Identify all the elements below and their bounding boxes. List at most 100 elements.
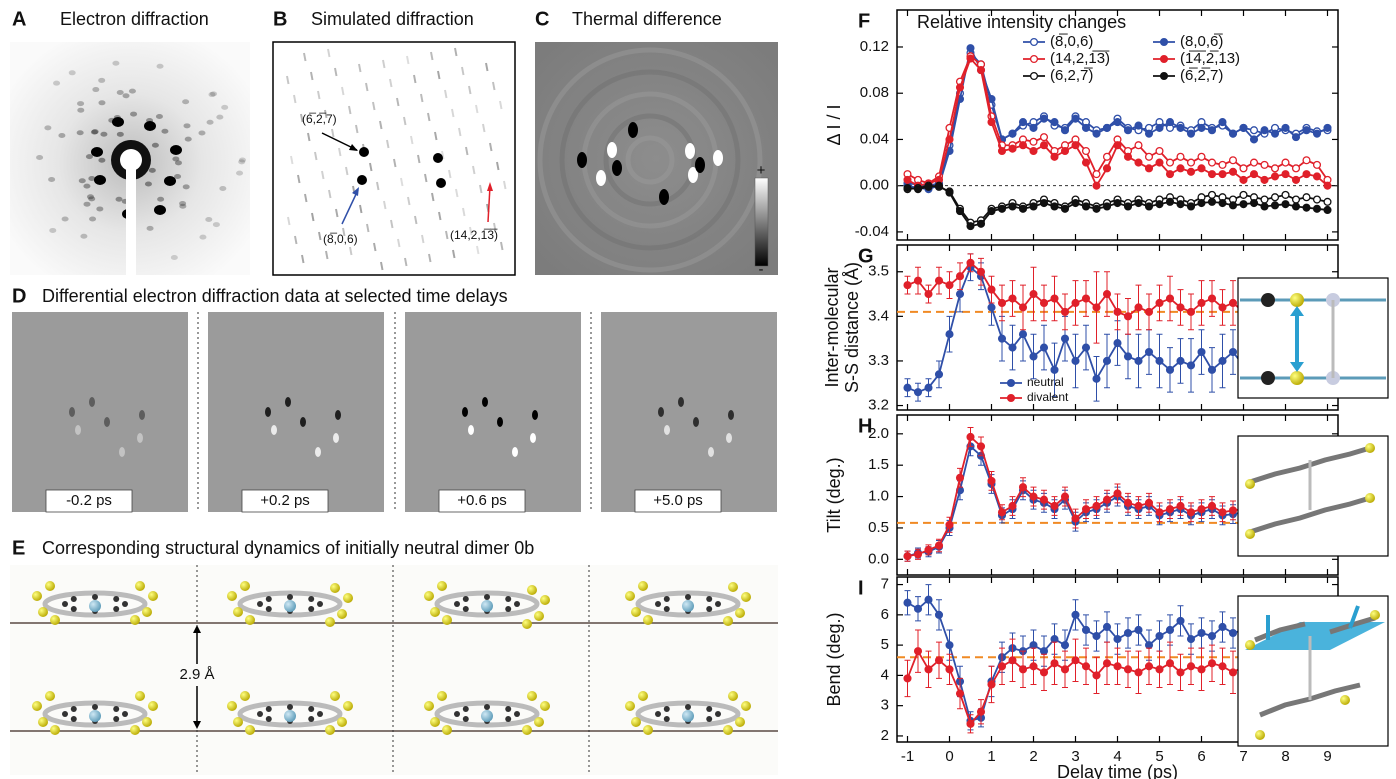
point xyxy=(1260,175,1269,184)
sulfur xyxy=(638,581,648,591)
point xyxy=(1008,129,1017,138)
carbon xyxy=(113,706,120,713)
simulation-frame xyxy=(272,41,516,276)
diffraction-spot xyxy=(83,201,91,207)
diffraction-spot xyxy=(238,157,246,163)
y-tick-label: 3.3 xyxy=(868,352,889,369)
diffraction-spot xyxy=(184,136,192,142)
metal xyxy=(481,710,493,722)
point xyxy=(1186,202,1196,211)
point xyxy=(1281,123,1290,132)
diffraction-spot xyxy=(198,130,206,136)
lattice-spot xyxy=(413,74,417,84)
point xyxy=(1228,129,1238,138)
point xyxy=(1102,152,1112,161)
point xyxy=(987,285,996,294)
y-tick-label: 0.04 xyxy=(860,130,889,147)
left-panels: A Electron diffraction B Simulated diffr… xyxy=(12,8,722,559)
carbon xyxy=(286,704,293,710)
sulfur xyxy=(527,691,537,701)
point xyxy=(955,83,965,92)
point xyxy=(1270,164,1280,173)
panel-title: Differential electron diffraction data a… xyxy=(42,286,508,306)
ring xyxy=(603,113,697,207)
lattice-spot xyxy=(455,188,459,198)
point xyxy=(1207,365,1217,374)
carbon xyxy=(663,596,670,603)
point xyxy=(1323,181,1332,190)
sulfur xyxy=(325,617,335,627)
inset-plane xyxy=(1245,622,1385,650)
point xyxy=(913,604,923,613)
point xyxy=(1165,170,1175,179)
point xyxy=(1186,167,1196,176)
lattice-spot xyxy=(485,62,489,72)
lattice-spot xyxy=(373,242,377,252)
lattice-spot xyxy=(472,165,476,175)
legend-marker xyxy=(1006,393,1016,403)
point xyxy=(945,520,954,529)
point xyxy=(1092,631,1101,641)
lattice-spot xyxy=(290,155,294,165)
panel-letter: D xyxy=(12,285,26,307)
sulfur xyxy=(741,592,751,602)
legend-label: divalent xyxy=(1027,390,1069,404)
point xyxy=(924,545,933,554)
x-tick-label: 3 xyxy=(1071,748,1079,765)
inset-atom xyxy=(1365,443,1375,453)
panel-letter: C xyxy=(535,8,549,30)
point xyxy=(1123,665,1133,674)
point xyxy=(903,175,912,184)
diffraction-spot xyxy=(49,227,57,233)
point xyxy=(1176,501,1185,511)
point xyxy=(1165,365,1175,374)
y-tick-label: 2 xyxy=(881,727,889,744)
lattice-spot xyxy=(476,245,480,255)
sulfur xyxy=(45,691,55,701)
diffraction-spot xyxy=(78,178,86,184)
carbon xyxy=(505,605,512,612)
lattice-spot xyxy=(499,100,503,110)
point xyxy=(1081,343,1091,352)
carbon xyxy=(70,596,77,603)
point xyxy=(1039,298,1049,308)
lattice-spot xyxy=(404,257,408,267)
lattice-spot xyxy=(382,59,386,69)
point xyxy=(934,276,944,285)
sulfur xyxy=(534,611,544,621)
diffraction-spot xyxy=(88,175,96,181)
point xyxy=(1165,625,1175,635)
diffraction-spot xyxy=(216,114,224,120)
carbon xyxy=(505,715,512,722)
point xyxy=(1102,202,1112,211)
delay-label: -0.2 ps xyxy=(66,492,112,509)
metal xyxy=(284,600,296,612)
carbon xyxy=(706,706,713,713)
y-tick-label: 0.12 xyxy=(860,38,889,55)
point xyxy=(945,281,954,290)
sulfur xyxy=(233,717,243,727)
bright-spot xyxy=(112,117,124,127)
point xyxy=(1218,170,1227,179)
y-axis-label: Tilt (deg.) xyxy=(824,457,844,532)
delay-spot xyxy=(315,447,321,457)
y-tick-label: 3.4 xyxy=(868,307,889,324)
point xyxy=(1144,129,1154,138)
point xyxy=(945,641,954,650)
point xyxy=(1270,172,1280,181)
ring xyxy=(625,135,675,185)
lattice-spot xyxy=(317,90,321,100)
x-tick-label: 0 xyxy=(945,748,953,765)
strong-spot xyxy=(357,175,367,185)
point xyxy=(1029,146,1038,156)
point xyxy=(1176,356,1185,365)
distance-box xyxy=(170,664,224,686)
lattice-spot xyxy=(297,174,301,184)
distance-label: 2.9 Å xyxy=(179,666,214,683)
carbon xyxy=(483,704,490,710)
legend-marker xyxy=(1029,71,1039,81)
point xyxy=(1134,303,1143,312)
diffraction-spot xyxy=(155,114,163,120)
point xyxy=(903,674,912,683)
spot-label: (6̅,2̅,7) xyxy=(302,112,337,126)
